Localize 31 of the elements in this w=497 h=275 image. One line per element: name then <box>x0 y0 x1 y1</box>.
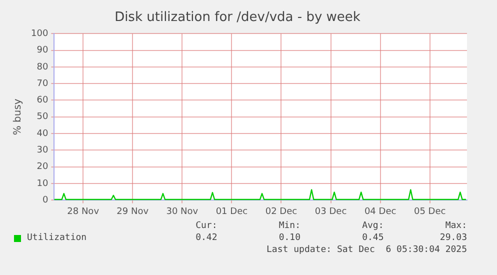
y-tick-label: 100 <box>30 28 48 39</box>
x-tick-label: 01 Dec <box>216 206 248 217</box>
text: Max: <box>444 220 467 232</box>
y-tick-label: 70 <box>36 78 48 89</box>
y-tick-label: 80 <box>36 62 48 72</box>
x-tick-label: 02 Dec <box>265 206 298 217</box>
chart-title: Disk utilization for /dev/vda - by week <box>114 10 361 26</box>
x-tick-label: 29 Nov <box>116 206 150 217</box>
y-tick-label: 60 <box>36 96 48 106</box>
text: Cur: <box>194 220 218 232</box>
text: 29.03 <box>438 232 467 244</box>
y-tick-label: 0 <box>42 196 48 206</box>
y-tick-label: 10 <box>36 178 48 189</box>
legend-label: Utilization <box>27 232 87 244</box>
x-tick-label: 04 Dec <box>364 206 396 217</box>
y-tick-label: 30 <box>36 146 48 156</box>
y-tick-label: 40 <box>36 128 48 139</box>
y-axis-title: % busy <box>12 98 24 136</box>
y-tick-label: 90 <box>36 46 48 56</box>
x-tick-label: 30 Nov <box>166 206 199 217</box>
text: Min: <box>278 220 300 232</box>
text: 0.45 <box>361 232 384 244</box>
x-tick-label: 28 Nov <box>67 206 100 217</box>
text: Last update: Sat Dec 6 05:30:04 2025 <box>266 244 467 256</box>
text: Avg: <box>361 220 384 232</box>
x-tick-label: 03 Dec <box>314 206 347 217</box>
x-tick-label: 05 Dec <box>414 206 446 217</box>
y-tick-label: 20 <box>36 162 48 172</box>
y-tick-label: 50 <box>36 112 48 122</box>
text: 0.42 <box>194 232 218 244</box>
text: 0.10 <box>278 232 300 244</box>
